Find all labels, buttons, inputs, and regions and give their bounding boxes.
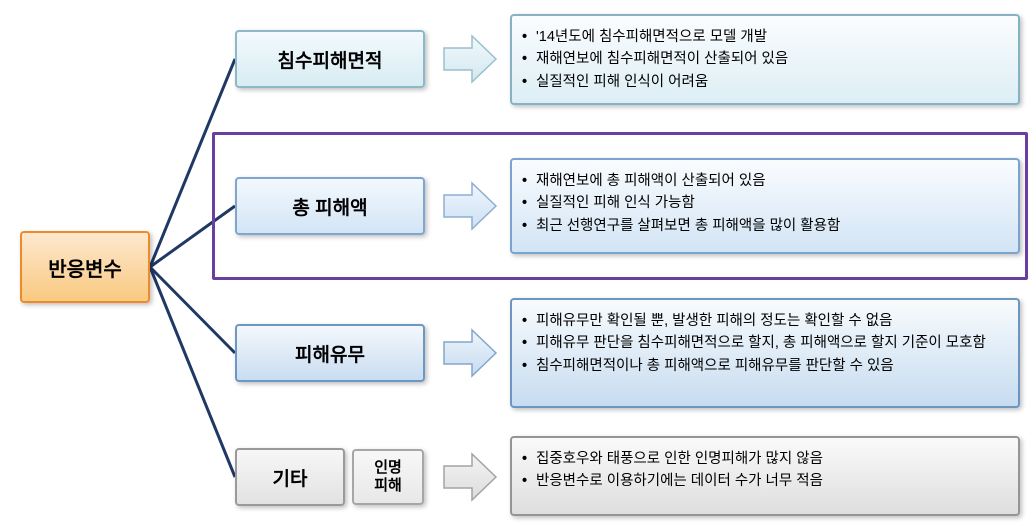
description-item: 반응변수로 이용하기에는 데이터 수가 너무 적음 [536,470,1004,492]
description-item: 피해유무만 확인될 뿐, 발생한 피해의 정도는 확인할 수 없음 [536,310,1004,332]
branch-description: 피해유무만 확인될 뿐, 발생한 피해의 정도는 확인할 수 없음피해유무 판단… [510,298,1020,408]
branch-label: 피해유무 [295,340,365,367]
root-label: 반응변수 [48,253,122,282]
description-item: '14년도에 침수피해면적으로 모델 개발 [536,26,1004,48]
description-item: 최근 선행연구를 살펴보면 총 피해액을 많이 활용함 [536,215,1004,237]
branch-description: 집중호우와 태풍으로 인한 인명피해가 많지 않음반응변수로 이용하기에는 데이… [510,436,1020,516]
branch-label: 총 피해액 [292,193,367,220]
branch-node: 기타 [235,448,345,506]
description-item: 실질적인 피해 인식이 어려움 [536,71,1004,93]
arrow-right-icon [442,328,498,378]
root-node: 반응변수 [20,231,150,303]
branch-sub-node: 인명 피해 [352,449,424,505]
description-item: 침수피해면적이나 총 피해액으로 피해유무를 판단할 수 있음 [536,355,1004,377]
arrow-right-icon [442,452,498,502]
arrow-right-icon [442,34,498,84]
description-item: 재해연보에 총 피해액이 산출되어 있음 [536,170,1004,192]
branch-label: 침수피해면적 [278,46,383,73]
branch-node: 피해유무 [235,324,425,382]
branch-node: 침수피해면적 [235,30,425,88]
branch-node: 총 피해액 [235,177,425,235]
arrow-right-icon [442,181,498,231]
branch-description: 재해연보에 총 피해액이 산출되어 있음실질적인 피해 인식 가능함최근 선행연… [510,158,1020,254]
description-item: 집중호우와 태풍으로 인한 인명피해가 많지 않음 [536,448,1004,470]
description-item: 실질적인 피해 인식 가능함 [536,192,1004,214]
branch-label: 기타 [273,464,308,491]
branch-description: '14년도에 침수피해면적으로 모델 개발재해연보에 침수피해면적이 산출되어 … [510,14,1020,105]
description-item: 재해연보에 침수피해면적이 산출되어 있음 [536,48,1004,70]
description-item: 피해유무 판단을 침수피해면적으로 할지, 총 피해액으로 할지 기준이 모호함 [536,332,1004,354]
